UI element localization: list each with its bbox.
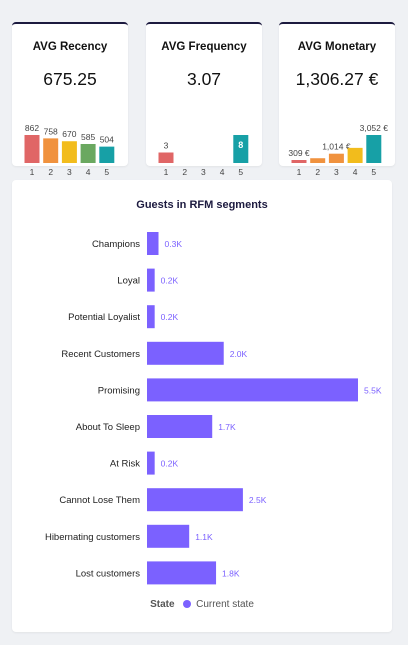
- category-label: About To Sleep: [76, 422, 140, 433]
- recency-mini-chart: 862 1 758 2 670 3 585 4 504 5: [24, 123, 115, 177]
- mini-bar[interactable]: [61, 141, 77, 163]
- monetary-mini-chart: 309 € 1 2 1,014 € 3 4 3,052 € 5: [288, 123, 389, 177]
- rfm-segments-card: Guests in RFM segments Champions 0.3K Loya…: [12, 180, 392, 632]
- segment-bar[interactable]: [147, 488, 243, 512]
- data-label: 0.2K: [161, 276, 179, 286]
- legend-marker: [183, 600, 192, 608]
- segment-bar[interactable]: [147, 305, 155, 329]
- rfm-segments-chart: Champions 0.3K Loyal 0.2K Potential Loyalist…: [45, 232, 382, 585]
- kpi-title: AVG Recency: [32, 41, 108, 53]
- mini-category-label: 2: [182, 167, 187, 177]
- data-label: 1.1K: [195, 532, 213, 542]
- mini-category-label: 5: [371, 167, 376, 177]
- mini-bar-label: 3,052 €: [360, 123, 389, 133]
- mini-bar[interactable]: [310, 158, 326, 163]
- mini-category-label: 4: [353, 167, 358, 177]
- data-label: 5.5K: [364, 385, 382, 395]
- mini-bar-label: 8: [238, 140, 243, 150]
- mini-category-label: 1: [297, 167, 302, 177]
- category-label: Lost customers: [76, 568, 141, 579]
- mini-category-label: 3: [334, 167, 339, 177]
- segment-bar[interactable]: [147, 341, 224, 365]
- mini-bar-label: 504: [100, 135, 114, 145]
- mini-category-label: 5: [104, 167, 109, 177]
- segment-bar[interactable]: [147, 268, 155, 292]
- mini-bar[interactable]: [24, 135, 40, 163]
- segment-bar[interactable]: [147, 524, 190, 548]
- kpi-value: 675.25: [43, 69, 97, 89]
- data-label: 0.2K: [161, 459, 179, 469]
- mini-bar-label: 670: [62, 129, 76, 139]
- kpi-value: 3.07: [186, 69, 222, 89]
- mini-bar[interactable]: [347, 147, 363, 163]
- kpi-title: AVG Frequency: [161, 41, 247, 53]
- data-label: 2.5K: [249, 495, 267, 505]
- mini-bar[interactable]: [99, 146, 115, 163]
- kpi-value: 1,306.27 €: [295, 69, 379, 89]
- chart-legend: State Current state: [12, 599, 392, 610]
- kpi-title: AVG Monetary: [297, 41, 377, 53]
- data-label: 0.2K: [161, 312, 179, 322]
- mini-bar-label: 862: [25, 123, 39, 133]
- segment-bar[interactable]: [147, 378, 358, 402]
- segment-bar[interactable]: [147, 415, 213, 438]
- mini-bar-label: 3: [164, 141, 169, 151]
- mini-bar-label: 309 €: [288, 148, 310, 158]
- chart-title: Guests in RFM segments: [136, 199, 268, 211]
- avg-frequency-card: AVG Frequency 3.07 3 1 2 3 4 8 5: [146, 22, 262, 177]
- mini-bar[interactable]: [291, 160, 307, 163]
- mini-bar[interactable]: [328, 153, 344, 163]
- mini-category-label: 4: [86, 167, 91, 177]
- mini-bar[interactable]: [366, 135, 382, 163]
- mini-bar[interactable]: [43, 138, 59, 163]
- legend-label[interactable]: Current state: [196, 599, 254, 610]
- avg-monetary-card: AVG Monetary 1,306.27 € 309 € 1 2 1,014 € 3 4…: [279, 22, 395, 177]
- mini-bar-label: 585: [81, 132, 95, 142]
- mini-category-label: 5: [238, 167, 243, 177]
- category-label: Loyal: [117, 276, 140, 287]
- mini-category-label: 3: [201, 167, 206, 177]
- category-label: Hibernating customers: [45, 532, 140, 543]
- category-label: Potential Loyalist: [68, 312, 140, 323]
- mini-category-label: 4: [220, 167, 225, 177]
- segment-bar[interactable]: [147, 451, 155, 475]
- mini-bar-label: 1,014 €: [322, 142, 351, 152]
- avg-recency-card: AVG Recency 675.25 862 1 758 2 670 3 585 4 504 5: [12, 22, 128, 177]
- mini-category-label: 2: [315, 167, 320, 177]
- segment-bar[interactable]: [147, 561, 217, 585]
- mini-category-label: 1: [30, 167, 35, 177]
- mini-bar[interactable]: [80, 143, 96, 163]
- mini-bar[interactable]: [233, 135, 249, 163]
- category-label: At Risk: [110, 459, 140, 470]
- data-label: 1.7K: [218, 422, 236, 432]
- data-label: 1.8K: [222, 568, 240, 578]
- data-label: 0.3K: [165, 239, 183, 249]
- mini-category-label: 2: [48, 167, 53, 177]
- segment-bar[interactable]: [147, 232, 159, 255]
- category-label: Cannot Lose Them: [59, 495, 140, 506]
- data-label: 2.0K: [230, 349, 248, 359]
- frequency-mini-chart: 3 1 2 3 4 8 5: [158, 135, 249, 177]
- mini-bar[interactable]: [158, 152, 174, 164]
- legend-title: State: [150, 599, 175, 610]
- category-label: Recent Customers: [61, 349, 140, 360]
- category-label: Champions: [92, 239, 140, 250]
- mini-bar-label: 758: [44, 126, 58, 136]
- mini-category-label: 1: [164, 167, 169, 177]
- mini-category-label: 3: [67, 167, 72, 177]
- category-label: Promising: [98, 385, 140, 396]
